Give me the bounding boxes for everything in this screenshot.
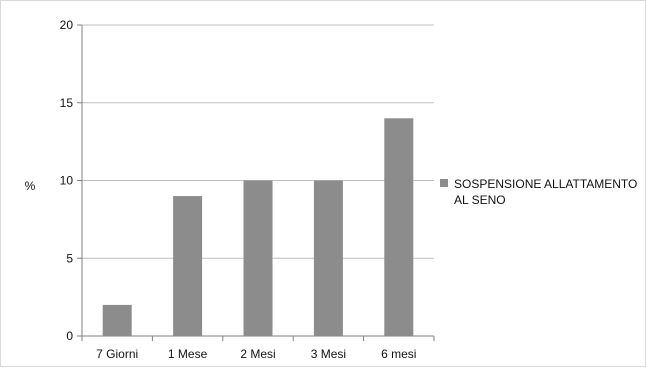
- legend-label-line-2: AL SENO: [454, 193, 506, 207]
- x-tick-labels: 7 Giorni 1 Mese 2 Mesi 3 Mesi 6 mesi: [96, 347, 416, 361]
- y-tick-label: 10: [60, 174, 74, 188]
- x-tick-label: 2 Mesi: [240, 347, 275, 361]
- x-tick-label: 7 Giorni: [96, 347, 138, 361]
- bar: [384, 118, 414, 336]
- legend-label-line-1: SOSPENSIONE ALLATTAMENTO: [454, 177, 637, 191]
- bar: [313, 180, 343, 336]
- axes: [77, 24, 435, 341]
- legend-swatch: [440, 179, 448, 187]
- y-tick-label: 0: [66, 329, 73, 343]
- y-tick-label: 20: [60, 18, 74, 32]
- bar: [102, 304, 132, 336]
- legend: SOSPENSIONE ALLATTAMENTO AL SENO: [440, 177, 641, 207]
- y-tick-label: 5: [66, 251, 73, 265]
- bar: [173, 196, 203, 336]
- y-tick-label: 15: [60, 96, 74, 110]
- y-axis-title: %: [25, 179, 36, 193]
- bar: [243, 180, 273, 336]
- legend-label: SOSPENSIONE ALLATTAMENTO AL SENO: [454, 177, 641, 207]
- x-tick-label: 3 Mesi: [311, 347, 346, 361]
- x-tick-label: 6 mesi: [381, 347, 416, 361]
- y-tick-labels: 0 5 10 15 20: [60, 18, 74, 343]
- x-tick-label: 1 Mese: [168, 347, 208, 361]
- bars: [102, 118, 414, 336]
